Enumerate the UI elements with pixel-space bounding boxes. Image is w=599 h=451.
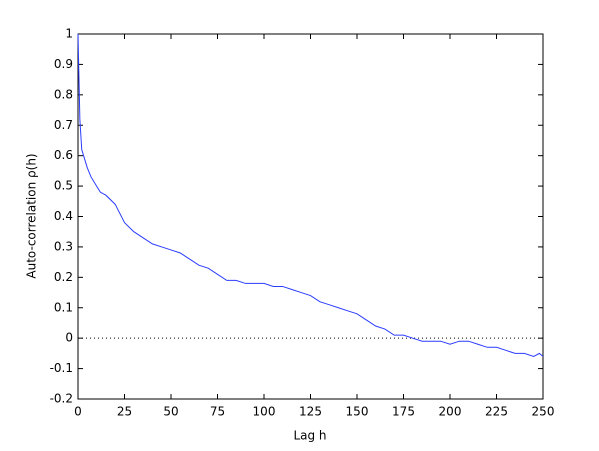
y-tick-label: 0.4 <box>54 209 73 223</box>
y-tick-label: 0.8 <box>54 87 73 101</box>
x-tick-label: 100 <box>253 405 276 419</box>
y-tick-label: -0.1 <box>50 361 73 375</box>
y-tick-label: 0.9 <box>54 57 73 71</box>
x-tick-label: 225 <box>485 405 508 419</box>
plot-frame <box>77 33 544 400</box>
y-tick-label: 0.1 <box>54 300 73 314</box>
x-tick-label: 175 <box>392 405 415 419</box>
x-tick-label: 0 <box>74 405 82 419</box>
x-axis-label: Lag h <box>293 429 326 443</box>
y-tick-label: 0.7 <box>54 118 73 132</box>
y-tick-label: -0.2 <box>50 392 73 406</box>
y-tick-label: 0 <box>65 331 73 345</box>
x-tick-label: 150 <box>346 405 369 419</box>
y-axis-label: Auto-correlation ρ(h) <box>25 153 39 278</box>
y-tick-label: 0.5 <box>54 179 73 193</box>
x-tick-label: 25 <box>117 405 132 419</box>
y-tick-label: 0.3 <box>54 239 73 253</box>
x-tick-label: 50 <box>163 405 178 419</box>
y-tick-label: 0.2 <box>54 270 73 284</box>
x-tick-label: 125 <box>299 405 322 419</box>
y-tick-label: 1 <box>65 27 73 41</box>
y-tick-label: 0.6 <box>54 148 73 162</box>
data-line <box>77 33 544 357</box>
x-tick-label: 200 <box>439 405 462 419</box>
x-tick-label: 75 <box>210 405 225 419</box>
x-tick-label: 250 <box>532 405 555 419</box>
